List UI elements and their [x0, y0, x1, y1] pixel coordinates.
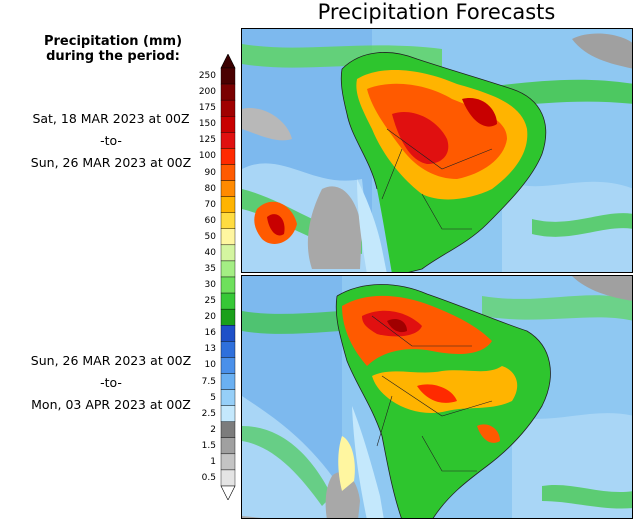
precipitation-colorbar: [220, 54, 236, 500]
colorbar-label: 175: [198, 103, 216, 114]
colorbar-swatch-125: [220, 132, 236, 149]
colorbar-label: 125: [198, 135, 216, 146]
colorbar-swatch-1.5: [220, 437, 236, 455]
colorbar-swatch-175: [220, 99, 236, 117]
colorbar-swatch-30: [220, 276, 236, 294]
colorbar-label: 10: [204, 360, 216, 371]
period-2-sep: -to-: [100, 375, 122, 390]
period-1: Sat, 18 MAR 2023 at 00Z -to- Sun, 26 MAR…: [0, 108, 222, 174]
colorbar-label: 0.5: [201, 472, 216, 483]
colorbar-max-arrow: [220, 54, 236, 69]
colorbar-swatch-40: [220, 244, 236, 262]
period-2: Sun, 26 MAR 2023 at 00Z -to- Mon, 03 APR…: [0, 350, 222, 416]
colorbar-swatch-200: [220, 83, 236, 101]
colorbar-swatch-35: [220, 260, 236, 278]
colorbar-label: 100: [198, 151, 216, 162]
colorbar-swatch-0.5: [220, 469, 236, 487]
colorbar-label: 70: [204, 199, 216, 210]
colorbar-label: 250: [198, 71, 216, 82]
colorbar-label: 60: [204, 215, 216, 226]
colorbar-label: 5: [210, 392, 216, 403]
colorbar-label: 30: [204, 280, 216, 291]
colorbar-label: 35: [204, 263, 216, 274]
page-title: Precipitation Forecasts: [317, 0, 556, 24]
colorbar-label: 25: [204, 296, 216, 307]
colorbar-swatch-250: [220, 67, 236, 85]
colorbar-swatch-150: [220, 116, 236, 133]
period-2-end: Mon, 03 APR 2023 at 00Z: [31, 397, 191, 412]
colorbar-label: 20: [204, 312, 216, 323]
colorbar-swatch-25: [220, 292, 236, 310]
colorbar-label: 150: [198, 119, 216, 130]
colorbar-label: 1.5: [201, 440, 216, 451]
colorbar-label: 7.5: [201, 376, 216, 387]
legend-title: Precipitation (mm) during the period:: [8, 34, 218, 64]
period-1-start: Sat, 18 MAR 2023 at 00Z: [32, 111, 190, 126]
legend-title-line2: during the period:: [46, 49, 180, 64]
colorbar-label: 1: [210, 456, 216, 467]
colorbar-label: 50: [204, 231, 216, 242]
colorbar-swatch-100: [220, 148, 236, 165]
colorbar-swatch-2.5: [220, 405, 236, 422]
colorbar-swatch-10: [220, 357, 236, 374]
forecast-map-week1: [241, 28, 633, 273]
colorbar-swatch-7.5: [220, 373, 236, 390]
colorbar-label: 90: [204, 167, 216, 178]
colorbar-swatch-20: [220, 308, 236, 326]
period-1-sep: -to-: [100, 133, 122, 148]
colorbar-swatch-60: [220, 212, 236, 229]
colorbar-label: 2: [210, 424, 216, 435]
colorbar-label: 200: [198, 87, 216, 98]
colorbar-label: 2.5: [201, 408, 216, 419]
colorbar-swatch-70: [220, 196, 236, 213]
colorbar-swatch-13: [220, 341, 236, 358]
colorbar-swatch-16: [220, 325, 236, 342]
colorbar-swatch-90: [220, 164, 236, 181]
colorbar-swatch-1: [220, 453, 236, 471]
colorbar-min-arrow: [220, 485, 236, 500]
colorbar-label: 13: [204, 344, 216, 355]
legend-title-line1: Precipitation (mm): [43, 34, 183, 49]
colorbar-swatch-80: [220, 180, 236, 197]
colorbar-label: 16: [204, 328, 216, 339]
forecast-map-week2: [241, 275, 633, 519]
colorbar-label: 40: [204, 247, 216, 258]
colorbar-swatch-5: [220, 389, 236, 406]
colorbar-label: 80: [204, 183, 216, 194]
period-2-start: Sun, 26 MAR 2023 at 00Z: [30, 353, 192, 368]
colorbar-swatch-2: [220, 421, 236, 438]
colorbar-swatch-50: [220, 228, 236, 246]
period-1-end: Sun, 26 MAR 2023 at 00Z: [30, 155, 192, 170]
